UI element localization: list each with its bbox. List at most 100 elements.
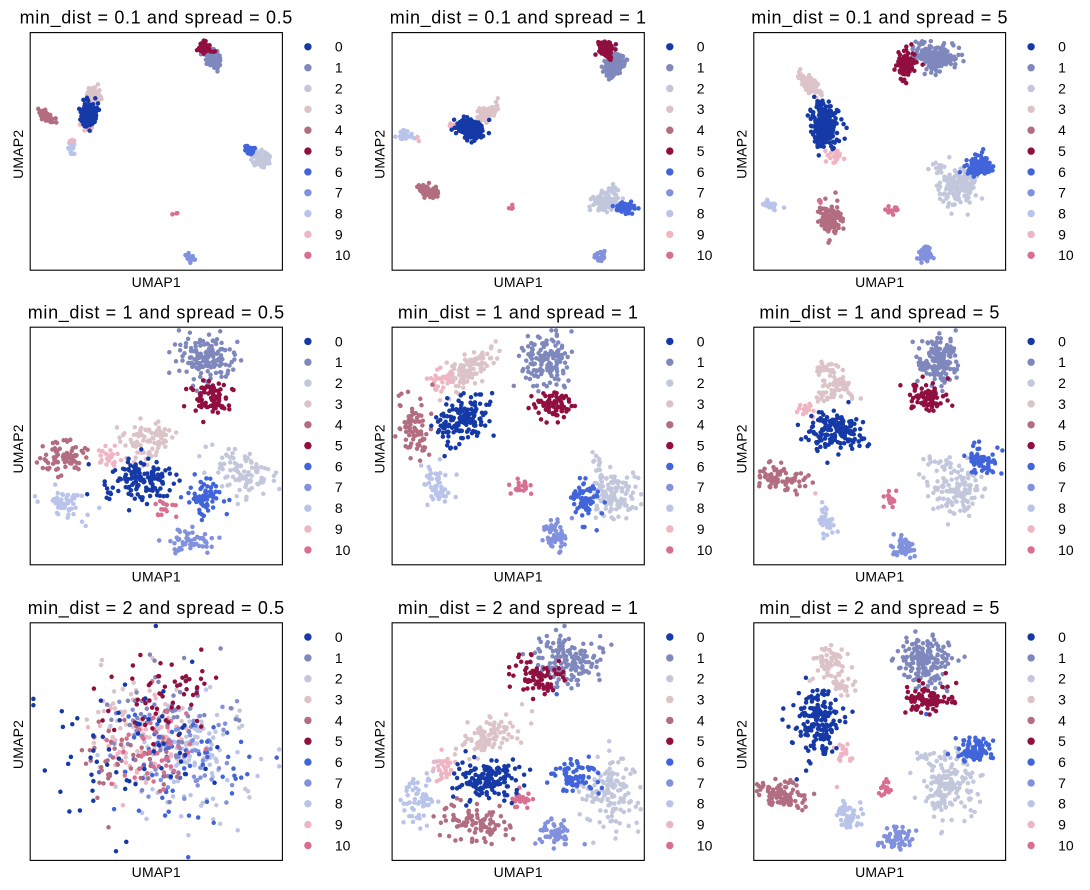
svg-text:10: 10 bbox=[697, 837, 713, 853]
svg-text:UMAP1: UMAP1 bbox=[855, 569, 904, 585]
svg-text:UMAP1: UMAP1 bbox=[132, 274, 181, 290]
svg-text:0: 0 bbox=[697, 629, 705, 645]
svg-text:9: 9 bbox=[697, 521, 705, 537]
svg-text:4: 4 bbox=[335, 417, 343, 433]
svg-text:9: 9 bbox=[335, 521, 343, 537]
svg-text:4: 4 bbox=[1058, 122, 1066, 138]
svg-text:9: 9 bbox=[1058, 521, 1066, 537]
svg-text:UMAP2: UMAP2 bbox=[733, 130, 749, 179]
svg-text:UMAP2: UMAP2 bbox=[10, 130, 26, 179]
svg-text:UMAP1: UMAP1 bbox=[855, 274, 904, 290]
svg-text:3: 3 bbox=[1058, 396, 1066, 412]
svg-text:0: 0 bbox=[1058, 39, 1066, 55]
svg-text:3: 3 bbox=[697, 396, 705, 412]
svg-text:7: 7 bbox=[335, 185, 343, 201]
svg-text:1: 1 bbox=[697, 650, 705, 666]
svg-text:1: 1 bbox=[1058, 650, 1066, 666]
svg-text:2: 2 bbox=[1058, 671, 1066, 687]
svg-text:4: 4 bbox=[697, 122, 705, 138]
svg-text:min_dist = 1 and spread = 1: min_dist = 1 and spread = 1 bbox=[398, 302, 639, 323]
svg-text:5: 5 bbox=[697, 143, 705, 159]
svg-text:UMAP2: UMAP2 bbox=[733, 424, 749, 473]
svg-text:9: 9 bbox=[1058, 226, 1066, 242]
svg-text:0: 0 bbox=[335, 333, 343, 349]
svg-text:10: 10 bbox=[697, 542, 713, 558]
svg-text:0: 0 bbox=[1058, 629, 1066, 645]
svg-text:3: 3 bbox=[1058, 101, 1066, 117]
svg-text:UMAP1: UMAP1 bbox=[132, 864, 181, 880]
svg-text:UMAP1: UMAP1 bbox=[132, 569, 181, 585]
svg-text:UMAP1: UMAP1 bbox=[494, 274, 543, 290]
svg-text:7: 7 bbox=[1058, 479, 1066, 495]
svg-text:3: 3 bbox=[335, 396, 343, 412]
svg-text:6: 6 bbox=[335, 164, 343, 180]
svg-text:6: 6 bbox=[335, 754, 343, 770]
svg-text:10: 10 bbox=[335, 247, 351, 263]
svg-text:UMAP2: UMAP2 bbox=[372, 720, 388, 769]
svg-text:UMAP2: UMAP2 bbox=[372, 424, 388, 473]
svg-text:2: 2 bbox=[335, 375, 343, 391]
svg-text:min_dist = 2 and spread = 1: min_dist = 2 and spread = 1 bbox=[398, 598, 639, 619]
svg-text:9: 9 bbox=[1058, 817, 1066, 833]
svg-text:10: 10 bbox=[1058, 837, 1074, 853]
svg-text:8: 8 bbox=[335, 206, 343, 222]
svg-text:5: 5 bbox=[335, 733, 343, 749]
svg-text:min_dist = 2 and spread = 0.5: min_dist = 2 and spread = 0.5 bbox=[28, 598, 285, 619]
svg-text:0: 0 bbox=[335, 39, 343, 55]
svg-text:6: 6 bbox=[1058, 754, 1066, 770]
svg-text:1: 1 bbox=[335, 650, 343, 666]
svg-text:7: 7 bbox=[697, 479, 705, 495]
svg-text:10: 10 bbox=[1058, 247, 1074, 263]
svg-text:5: 5 bbox=[335, 143, 343, 159]
svg-text:2: 2 bbox=[1058, 80, 1066, 96]
svg-text:3: 3 bbox=[697, 691, 705, 707]
svg-text:8: 8 bbox=[1058, 206, 1066, 222]
svg-text:5: 5 bbox=[335, 438, 343, 454]
svg-text:min_dist = 0.1 and spread = 0.: min_dist = 0.1 and spread = 0.5 bbox=[20, 8, 293, 29]
svg-text:1: 1 bbox=[335, 354, 343, 370]
svg-text:8: 8 bbox=[697, 206, 705, 222]
svg-text:5: 5 bbox=[697, 733, 705, 749]
svg-text:3: 3 bbox=[335, 101, 343, 117]
svg-text:8: 8 bbox=[1058, 796, 1066, 812]
svg-text:0: 0 bbox=[335, 629, 343, 645]
svg-text:min_dist = 2 and spread = 5: min_dist = 2 and spread = 5 bbox=[759, 598, 1000, 619]
svg-text:min_dist = 1 and spread = 5: min_dist = 1 and spread = 5 bbox=[759, 302, 1000, 323]
svg-text:8: 8 bbox=[697, 500, 705, 516]
svg-text:2: 2 bbox=[335, 80, 343, 96]
svg-text:10: 10 bbox=[335, 542, 351, 558]
svg-text:1: 1 bbox=[697, 60, 705, 76]
svg-text:6: 6 bbox=[697, 164, 705, 180]
svg-text:UMAP2: UMAP2 bbox=[372, 130, 388, 179]
svg-text:7: 7 bbox=[335, 775, 343, 791]
svg-text:min_dist = 1 and spread = 0.5: min_dist = 1 and spread = 0.5 bbox=[28, 302, 285, 323]
svg-text:8: 8 bbox=[697, 796, 705, 812]
svg-text:min_dist = 0.1 and spread = 5: min_dist = 0.1 and spread = 5 bbox=[751, 8, 1008, 29]
svg-text:7: 7 bbox=[1058, 775, 1066, 791]
svg-text:min_dist = 0.1 and spread = 1: min_dist = 0.1 and spread = 1 bbox=[390, 8, 647, 29]
svg-text:0: 0 bbox=[697, 39, 705, 55]
svg-text:4: 4 bbox=[697, 712, 705, 728]
svg-text:7: 7 bbox=[1058, 185, 1066, 201]
svg-text:10: 10 bbox=[1058, 542, 1074, 558]
svg-text:2: 2 bbox=[697, 671, 705, 687]
svg-text:3: 3 bbox=[335, 691, 343, 707]
svg-text:7: 7 bbox=[697, 185, 705, 201]
svg-text:7: 7 bbox=[335, 479, 343, 495]
svg-text:0: 0 bbox=[1058, 333, 1066, 349]
svg-text:6: 6 bbox=[1058, 164, 1066, 180]
svg-text:1: 1 bbox=[335, 60, 343, 76]
svg-text:UMAP1: UMAP1 bbox=[494, 569, 543, 585]
svg-text:UMAP2: UMAP2 bbox=[10, 424, 26, 473]
svg-text:9: 9 bbox=[697, 226, 705, 242]
svg-text:8: 8 bbox=[1058, 500, 1066, 516]
svg-text:4: 4 bbox=[335, 712, 343, 728]
svg-text:3: 3 bbox=[1058, 691, 1066, 707]
svg-text:8: 8 bbox=[335, 796, 343, 812]
svg-text:2: 2 bbox=[1058, 375, 1066, 391]
svg-text:6: 6 bbox=[335, 458, 343, 474]
svg-text:1: 1 bbox=[1058, 354, 1066, 370]
svg-text:9: 9 bbox=[335, 817, 343, 833]
svg-text:5: 5 bbox=[697, 438, 705, 454]
svg-text:UMAP1: UMAP1 bbox=[855, 864, 904, 880]
